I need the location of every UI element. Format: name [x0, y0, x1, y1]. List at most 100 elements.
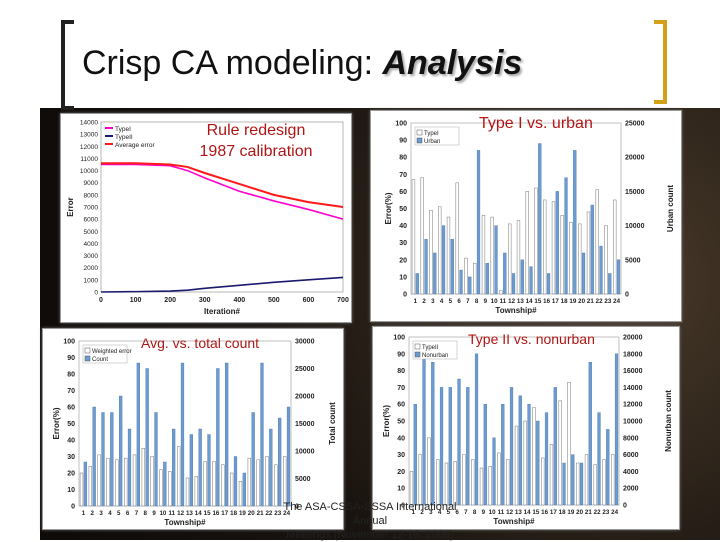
legend-swatch	[414, 351, 421, 358]
bar-weighted-error	[247, 457, 252, 507]
bar-urban	[511, 273, 516, 295]
x-tick-label: 600	[303, 297, 315, 304]
x-tick-label: 23	[604, 298, 611, 305]
bar-count	[225, 362, 229, 507]
bar-urban	[433, 252, 437, 295]
bar-typei	[455, 182, 459, 295]
bar-typei	[586, 211, 591, 295]
plot-area	[408, 336, 620, 506]
bar-urban	[616, 259, 621, 295]
bar-typei	[516, 220, 521, 295]
y-tick-label: 11000	[80, 156, 98, 163]
x-tick-label: 5	[449, 298, 453, 305]
x-tick-label: 15	[204, 510, 211, 517]
x-tick-label: 14	[524, 509, 531, 516]
y-tick-label: 9000	[84, 180, 99, 187]
x-tick-label: 200	[164, 297, 176, 304]
y-tick-label: 0	[71, 504, 75, 511]
y-tick-label: 80	[67, 372, 75, 379]
typeii-chart-label: Type II vs. nonurban	[468, 331, 595, 347]
legend-box	[82, 344, 128, 364]
bar-weighted-error	[212, 461, 216, 507]
x-tick-label: 20	[248, 510, 255, 517]
bar-urban	[459, 269, 463, 295]
bar-count	[233, 456, 238, 507]
bar-typeii	[541, 457, 545, 506]
bar-typeii	[514, 425, 519, 506]
bar-weighted-error	[159, 469, 163, 507]
x-tick-label: 12	[508, 298, 515, 305]
x-tick-label: 18	[230, 510, 237, 517]
bar-urban	[503, 252, 507, 295]
y-tick-label: 90	[397, 351, 405, 358]
bar-typeii	[558, 400, 562, 506]
y2-tick-label: 20000	[295, 394, 315, 401]
bar-nonurban	[536, 420, 540, 506]
bar-count	[83, 461, 87, 507]
y-tick-label: 50	[67, 421, 75, 428]
legend-label: TypeII	[115, 134, 133, 141]
bar-urban	[538, 143, 542, 295]
x-tick-label: 11	[168, 510, 175, 517]
bar-typeii	[593, 464, 597, 506]
bar-urban	[424, 239, 428, 295]
bar-weighted-error	[274, 464, 278, 507]
bar-urban	[529, 266, 533, 295]
x-tick-label: 1	[82, 510, 86, 517]
x-tick-label: 1	[414, 298, 418, 305]
bar-urban	[573, 150, 577, 295]
x-tick-label: 18	[561, 298, 568, 305]
bar-weighted-error	[150, 456, 154, 507]
bar-typei	[578, 223, 582, 295]
bar-count	[101, 412, 105, 507]
x-tick-label: 11	[500, 298, 507, 305]
legend-swatch	[414, 343, 421, 350]
rule-label-line1: Rule redesign	[206, 122, 306, 139]
bar-typeii	[497, 452, 501, 506]
typeii-bar-chart: 0 10 20 30 40 50 60 70 80 90 100 0 2000 4000 6000 8000 1…	[382, 335, 673, 527]
y2-tick-label: 15000	[295, 421, 315, 428]
bar-nonurban	[457, 378, 461, 506]
y-tick-label: 70	[399, 172, 407, 179]
bar-nonurban	[606, 429, 610, 506]
x-tick-label: 10	[159, 510, 166, 517]
y2-tick-label: 16000	[623, 368, 643, 375]
y-axis-label: Error(%)	[52, 407, 61, 439]
bar-typei	[613, 199, 617, 295]
bar-nonurban	[518, 395, 522, 506]
x-tick-label: 4	[440, 298, 444, 305]
y-tick-label: 50	[399, 206, 407, 213]
x-axis-label: Township#	[495, 306, 537, 315]
x-tick-label: 8	[475, 298, 479, 305]
footer-line1: The ASA-CSSA-SSSA International Annual	[283, 501, 457, 527]
bar-typei	[604, 225, 608, 295]
bar-urban	[599, 245, 603, 295]
x-tick-label: 12	[177, 510, 184, 517]
bar-typei	[560, 215, 564, 295]
x-tick-label: 4	[438, 509, 442, 516]
bar-weighted-error	[106, 457, 110, 507]
bar-weighted-error	[256, 459, 260, 507]
bar-weighted-error	[115, 459, 119, 507]
y2-axis-label: Urban count	[666, 185, 675, 232]
x-tick-label: 9	[152, 510, 156, 517]
y2-tick-label: 2000	[623, 486, 639, 493]
y-tick-label: 10	[67, 487, 75, 494]
y-tick-label: 10	[399, 274, 407, 281]
plot-area	[410, 122, 622, 295]
bar-urban	[485, 263, 489, 295]
bar-weighted-error	[203, 461, 207, 507]
x-tick-label: 12	[506, 509, 513, 516]
y-tick-label: 30	[399, 240, 407, 247]
bar-typei	[446, 216, 451, 295]
x-tick-label: 14	[195, 510, 202, 517]
y-tick-label: 0	[94, 290, 98, 297]
bar-typei	[525, 191, 529, 295]
x-tick-label: 4	[108, 510, 112, 517]
x-tick-label: 1	[412, 509, 416, 516]
bar-nonurban	[474, 353, 479, 506]
bar-typeii	[462, 454, 466, 506]
x-tick-label: 17	[550, 509, 557, 516]
bar-typeii	[488, 466, 492, 506]
bar-typeii	[479, 467, 484, 506]
